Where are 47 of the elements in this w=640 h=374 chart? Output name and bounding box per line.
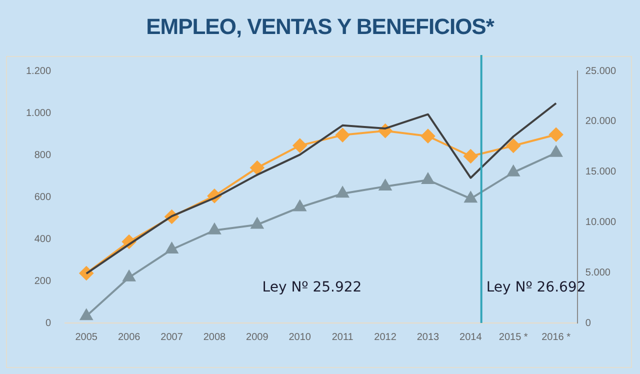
point [464, 192, 477, 203]
chart-title: EMPLEO, VENTAS Y BENEFICIOS* [145, 14, 496, 40]
x-tick-label: 2007 [160, 332, 184, 343]
y2-tick-label: 20.000 [585, 116, 616, 128]
y-tick-label: 600 [34, 192, 52, 203]
point [550, 146, 562, 157]
ref-line-label: Ley Nº 26.692 [486, 280, 586, 296]
x-tick-label: 2005 [75, 332, 98, 343]
point [80, 309, 93, 320]
y-tick-label: 1.000 [26, 108, 52, 119]
point [420, 129, 435, 144]
point [250, 218, 264, 229]
point [422, 172, 434, 184]
point [379, 180, 392, 190]
y2-tick-label: 5.000 [585, 267, 611, 278]
point [336, 186, 349, 198]
x-tick-label: 2012 [374, 332, 397, 343]
y2-tick-label: 15.000 [585, 166, 616, 178]
y2-tick-label: 10.000 [585, 216, 616, 228]
point [122, 270, 136, 282]
y-tick-label: 800 [34, 150, 52, 161]
point [464, 149, 478, 164]
y-tick-label: 1.200 [26, 66, 52, 77]
point [549, 128, 564, 142]
x-tick-label: 2014 [460, 332, 482, 343]
x-tick-label: 2015 * [498, 332, 528, 343]
annotation: Ley Nº 25.922 [262, 280, 362, 296]
x-tick-label: 2016 * [542, 332, 571, 343]
point [208, 223, 221, 234]
point [507, 165, 520, 176]
x-tick-label: 2008 [203, 332, 226, 343]
y-tick-label: 0 [45, 318, 52, 329]
x-tick-label: 2010 [288, 332, 312, 343]
y-tick-label: 400 [34, 234, 52, 245]
point [294, 200, 306, 212]
point [336, 128, 350, 142]
point [166, 242, 178, 254]
y-tick-label: 200 [34, 276, 52, 287]
point [292, 138, 307, 153]
x-tick-label: 2009 [246, 332, 269, 343]
x-tick-label: 2013 [416, 332, 440, 343]
point [506, 138, 520, 153]
x-tick-label: 2011 [332, 332, 354, 343]
y2-tick-label: 25.000 [585, 66, 616, 77]
y2-tick-label: 0 [585, 318, 592, 329]
x-tick-label: 2006 [118, 332, 141, 343]
point [250, 160, 264, 175]
